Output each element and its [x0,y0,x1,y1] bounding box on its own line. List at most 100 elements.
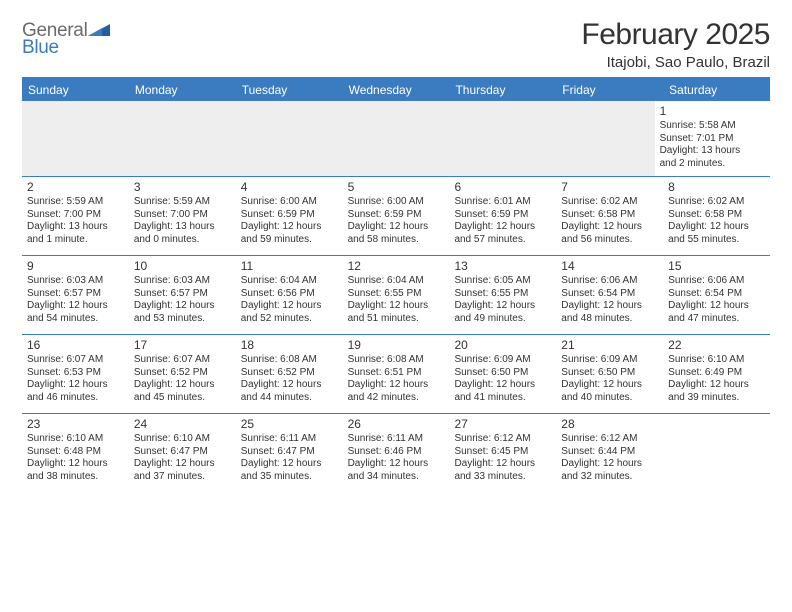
day-sunrise: Sunrise: 5:59 AM [134,196,231,209]
day-daylight1: Daylight: 12 hours [348,458,445,471]
day-daylight2: and 44 minutes. [241,392,338,405]
day-sunset: Sunset: 6:55 PM [348,288,445,301]
day-cell: 18Sunrise: 6:08 AMSunset: 6:52 PMDayligh… [236,335,343,413]
day-sunrise: Sunrise: 6:10 AM [668,354,765,367]
day-cell: 10Sunrise: 6:03 AMSunset: 6:57 PMDayligh… [129,256,236,334]
day-daylight2: and 45 minutes. [134,392,231,405]
day-daylight1: Daylight: 12 hours [27,379,124,392]
day-sunset: Sunset: 6:47 PM [241,446,338,459]
day-sunset: Sunset: 6:57 PM [27,288,124,301]
weekday-wednesday: Wednesday [343,79,450,101]
day-sunset: Sunset: 6:51 PM [348,367,445,380]
day-number: 27 [454,417,551,432]
day-sunrise: Sunrise: 5:59 AM [27,196,124,209]
day-number: 16 [27,338,124,353]
day-cell: 26Sunrise: 6:11 AMSunset: 6:46 PMDayligh… [343,414,450,492]
day-daylight2: and 54 minutes. [27,313,124,326]
day-number: 11 [241,259,338,274]
day-number: 4 [241,180,338,195]
day-number: 10 [134,259,231,274]
day-sunset: Sunset: 6:44 PM [561,446,658,459]
day-daylight2: and 32 minutes. [561,471,658,484]
logo-text: General Blue [22,22,110,57]
day-cell: 12Sunrise: 6:04 AMSunset: 6:55 PMDayligh… [343,256,450,334]
day-sunrise: Sunrise: 6:04 AM [241,275,338,288]
day-daylight2: and 35 minutes. [241,471,338,484]
logo-triangle-icon [88,22,110,39]
day-daylight1: Daylight: 12 hours [134,300,231,313]
day-cell: 3Sunrise: 5:59 AMSunset: 7:00 PMDaylight… [129,177,236,255]
day-daylight1: Daylight: 13 hours [134,221,231,234]
weekday-friday: Friday [556,79,663,101]
day-sunset: Sunset: 7:00 PM [134,209,231,222]
day-sunset: Sunset: 6:49 PM [668,367,765,380]
day-sunset: Sunset: 6:54 PM [668,288,765,301]
day-daylight1: Daylight: 12 hours [27,300,124,313]
day-daylight2: and 47 minutes. [668,313,765,326]
day-cell: 24Sunrise: 6:10 AMSunset: 6:47 PMDayligh… [129,414,236,492]
weekday-thursday: Thursday [449,79,556,101]
day-sunrise: Sunrise: 6:03 AM [27,275,124,288]
day-daylight2: and 33 minutes. [454,471,551,484]
day-cell: 5Sunrise: 6:00 AMSunset: 6:59 PMDaylight… [343,177,450,255]
day-number: 23 [27,417,124,432]
day-number: 2 [27,180,124,195]
day-cell: 7Sunrise: 6:02 AMSunset: 6:58 PMDaylight… [556,177,663,255]
day-sunset: Sunset: 6:45 PM [454,446,551,459]
header: General Blue February 2025 Itajobi, Sao … [22,18,770,71]
day-number: 24 [134,417,231,432]
title-block: February 2025 Itajobi, Sao Paulo, Brazil [581,18,770,71]
day-sunset: Sunset: 6:46 PM [348,446,445,459]
day-number: 17 [134,338,231,353]
month-title: February 2025 [581,18,770,52]
day-cell: 17Sunrise: 6:07 AMSunset: 6:52 PMDayligh… [129,335,236,413]
day-sunrise: Sunrise: 6:12 AM [561,433,658,446]
day-number: 21 [561,338,658,353]
day-sunset: Sunset: 6:52 PM [241,367,338,380]
day-daylight2: and 2 minutes. [660,158,765,171]
day-daylight2: and 38 minutes. [27,471,124,484]
day-sunrise: Sunrise: 6:02 AM [668,196,765,209]
day-daylight2: and 1 minute. [27,234,124,247]
day-number: 26 [348,417,445,432]
day-daylight1: Daylight: 12 hours [454,379,551,392]
day-sunrise: Sunrise: 6:00 AM [348,196,445,209]
weeks-container: 1Sunrise: 5:58 AMSunset: 7:01 PMDaylight… [22,101,770,492]
day-sunset: Sunset: 7:01 PM [660,133,765,146]
day-cell: 23Sunrise: 6:10 AMSunset: 6:48 PMDayligh… [22,414,129,492]
day-cell: 16Sunrise: 6:07 AMSunset: 6:53 PMDayligh… [22,335,129,413]
day-sunrise: Sunrise: 6:10 AM [134,433,231,446]
day-sunrise: Sunrise: 6:00 AM [241,196,338,209]
day-cell: 9Sunrise: 6:03 AMSunset: 6:57 PMDaylight… [22,256,129,334]
day-daylight1: Daylight: 12 hours [348,379,445,392]
day-daylight2: and 59 minutes. [241,234,338,247]
day-cell: 21Sunrise: 6:09 AMSunset: 6:50 PMDayligh… [556,335,663,413]
day-daylight2: and 0 minutes. [134,234,231,247]
day-cell: 8Sunrise: 6:02 AMSunset: 6:58 PMDaylight… [663,177,770,255]
day-sunrise: Sunrise: 6:07 AM [27,354,124,367]
day-sunset: Sunset: 6:59 PM [454,209,551,222]
location-text: Itajobi, Sao Paulo, Brazil [581,54,770,71]
day-sunset: Sunset: 6:53 PM [27,367,124,380]
day-sunrise: Sunrise: 6:06 AM [668,275,765,288]
day-sunset: Sunset: 6:47 PM [134,446,231,459]
day-cell: 22Sunrise: 6:10 AMSunset: 6:49 PMDayligh… [663,335,770,413]
day-daylight2: and 55 minutes. [668,234,765,247]
day-sunrise: Sunrise: 6:04 AM [348,275,445,288]
day-sunset: Sunset: 6:48 PM [27,446,124,459]
day-daylight2: and 40 minutes. [561,392,658,405]
day-daylight2: and 37 minutes. [134,471,231,484]
day-daylight2: and 57 minutes. [454,234,551,247]
day-cell: 27Sunrise: 6:12 AMSunset: 6:45 PMDayligh… [449,414,556,492]
day-daylight1: Daylight: 13 hours [660,145,765,158]
day-cell: 15Sunrise: 6:06 AMSunset: 6:54 PMDayligh… [663,256,770,334]
week-row: 9Sunrise: 6:03 AMSunset: 6:57 PMDaylight… [22,255,770,334]
day-daylight1: Daylight: 12 hours [348,300,445,313]
day-daylight1: Daylight: 12 hours [27,458,124,471]
day-sunset: Sunset: 6:59 PM [348,209,445,222]
day-cell: 1Sunrise: 5:58 AMSunset: 7:01 PMDaylight… [655,101,770,176]
weekday-sunday: Sunday [22,79,129,101]
day-number: 14 [561,259,658,274]
day-cell [663,414,770,492]
day-sunrise: Sunrise: 6:03 AM [134,275,231,288]
